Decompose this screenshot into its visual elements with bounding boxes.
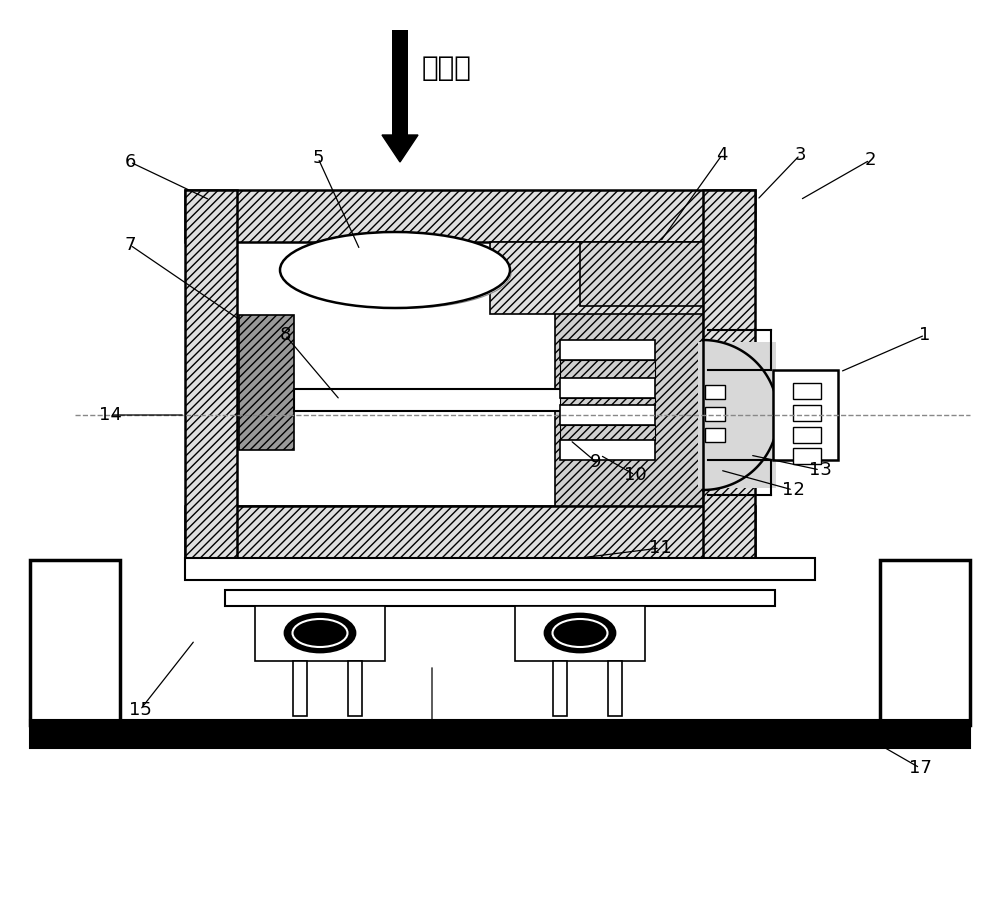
Bar bbox=[705, 428, 725, 442]
Bar bbox=[555, 242, 703, 506]
Bar bbox=[560, 360, 655, 378]
Bar bbox=[560, 440, 655, 460]
Text: 3: 3 bbox=[794, 146, 806, 164]
Text: 4: 4 bbox=[716, 146, 728, 164]
Bar bbox=[793, 427, 821, 443]
Bar bbox=[515, 606, 645, 661]
Bar bbox=[698, 342, 776, 488]
Text: 12: 12 bbox=[782, 481, 804, 499]
Text: 16: 16 bbox=[421, 729, 443, 747]
Bar bbox=[490, 242, 703, 314]
Text: 7: 7 bbox=[124, 236, 136, 254]
Text: 5: 5 bbox=[312, 149, 324, 167]
Ellipse shape bbox=[545, 614, 615, 652]
Ellipse shape bbox=[289, 237, 511, 309]
Bar bbox=[793, 383, 821, 399]
Bar bbox=[185, 506, 755, 558]
Text: 8: 8 bbox=[279, 326, 291, 344]
Bar bbox=[560, 340, 655, 360]
Bar bbox=[705, 385, 725, 399]
Ellipse shape bbox=[280, 232, 510, 308]
Ellipse shape bbox=[285, 614, 355, 652]
Ellipse shape bbox=[292, 619, 348, 647]
Text: 2: 2 bbox=[864, 151, 876, 169]
Bar bbox=[560, 405, 655, 425]
Bar bbox=[185, 558, 815, 580]
Text: 9: 9 bbox=[590, 453, 602, 471]
Text: 激光束: 激光束 bbox=[422, 54, 472, 82]
Bar bbox=[293, 661, 307, 716]
Bar bbox=[880, 560, 970, 725]
Text: 11: 11 bbox=[649, 539, 671, 557]
Bar bbox=[30, 720, 970, 748]
Bar bbox=[185, 190, 237, 558]
Text: 6: 6 bbox=[124, 153, 136, 171]
Bar bbox=[560, 425, 655, 440]
Text: 13: 13 bbox=[809, 461, 831, 479]
Bar bbox=[30, 560, 120, 725]
Text: 1: 1 bbox=[919, 326, 931, 344]
Bar bbox=[553, 661, 567, 716]
Bar bbox=[237, 242, 703, 506]
Bar bbox=[239, 315, 294, 450]
Bar bbox=[294, 389, 565, 411]
Polygon shape bbox=[703, 340, 778, 490]
Bar bbox=[793, 448, 821, 464]
Text: 10: 10 bbox=[624, 466, 646, 484]
Bar bbox=[185, 190, 755, 242]
Bar bbox=[608, 661, 622, 716]
Bar bbox=[348, 661, 362, 716]
Bar bbox=[773, 370, 838, 460]
Bar bbox=[255, 606, 385, 661]
Bar bbox=[580, 242, 703, 306]
Bar bbox=[703, 190, 755, 558]
Bar bbox=[705, 407, 725, 421]
Bar bbox=[560, 398, 655, 405]
Text: 14: 14 bbox=[99, 406, 121, 424]
Text: 15: 15 bbox=[129, 701, 151, 719]
Bar bbox=[392, 30, 408, 135]
Bar bbox=[560, 378, 655, 398]
Bar bbox=[225, 590, 775, 606]
Bar bbox=[793, 405, 821, 421]
Ellipse shape bbox=[552, 619, 608, 647]
Polygon shape bbox=[382, 135, 418, 162]
Text: 17: 17 bbox=[909, 759, 931, 777]
